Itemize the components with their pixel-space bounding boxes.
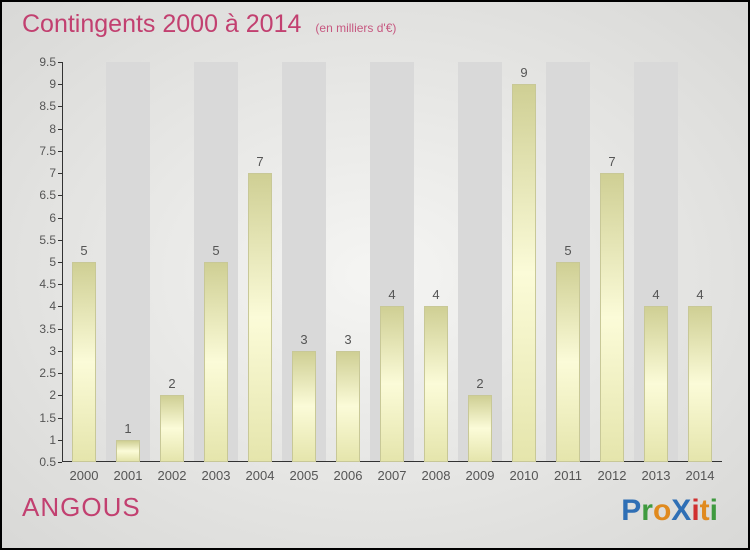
y-axis-tick-label: 1.5 [26,411,56,425]
logo-letter-x: X [671,494,691,528]
bar-value-label-2005: 3 [300,332,307,347]
y-axis-tick-label: 3 [26,344,56,358]
bar-2013[interactable]: 4 [644,306,668,462]
x-axis-label-2011: 2011 [546,462,590,483]
bar-slot-2003: 5 [194,62,238,462]
y-axis-tick-label: 3.5 [26,322,56,336]
y-axis-tick-label: 9 [26,77,56,91]
bar-slot-2007: 4 [370,62,414,462]
x-axis-label-2014: 2014 [678,462,722,483]
bar-value-label-2004: 7 [256,154,263,169]
bar-slot-2001: 1 [106,62,150,462]
x-axis-label-2006: 2006 [326,462,370,483]
bar-slot-2010: 9 [502,62,546,462]
bars-container: 5 1 2 5 7 3 3 4 4 2 9 5 7 4 4 [62,62,722,462]
bar-value-label-2006: 3 [344,332,351,347]
x-axis-label-2000: 2000 [62,462,106,483]
y-axis-tick-label: 6.5 [26,188,56,202]
bar-value-label-2000: 5 [80,243,87,258]
x-axis-label-2012: 2012 [590,462,634,483]
chart-subtitle: (en milliers d'€) [315,21,396,35]
chart-header: Contingents 2000 à 2014 (en milliers d'€… [22,10,396,39]
bar-2007[interactable]: 4 [380,306,404,462]
bar-slot-2014: 4 [678,62,722,462]
y-axis-tick-label: 1 [26,433,56,447]
bar-value-label-2001: 1 [124,421,131,436]
y-axis-tick-label: 5.5 [26,233,56,247]
x-axis-label-2002: 2002 [150,462,194,483]
y-axis-tick-label: 0.5 [26,455,56,469]
bar-2004[interactable]: 7 [248,173,272,462]
bar-2003[interactable]: 5 [204,262,228,462]
bar-2002[interactable]: 2 [160,395,184,462]
x-axis-label-2001: 2001 [106,462,150,483]
bar-slot-2000: 5 [62,62,106,462]
bar-value-label-2008: 4 [432,287,439,302]
y-axis-tick-label: 9.5 [26,55,56,69]
bar-value-label-2010: 9 [520,65,527,80]
y-axis-tick-label: 2 [26,388,56,402]
bar-value-label-2002: 2 [168,376,175,391]
bar-slot-2013: 4 [634,62,678,462]
bar-slot-2008: 4 [414,62,458,462]
x-axis-label-2008: 2008 [414,462,458,483]
bar-slot-2002: 2 [150,62,194,462]
bar-value-label-2007: 4 [388,287,395,302]
x-axis-label-2009: 2009 [458,462,502,483]
x-axis-labels: 2000 2001 2002 2003 2004 2005 2006 2007 2008 2009… [62,462,722,483]
bar-2009[interactable]: 2 [468,395,492,462]
x-axis-label-2013: 2013 [634,462,678,483]
y-axis-tick-label: 8 [26,122,56,136]
x-axis-label-2004: 2004 [238,462,282,483]
y-axis-tick-label: 8.5 [26,99,56,113]
bar-slot-2011: 5 [546,62,590,462]
chart-window: Contingents 2000 à 2014 (en milliers d'€… [0,0,750,550]
bar-2006[interactable]: 3 [336,351,360,462]
y-axis-tick-label: 7 [26,166,56,180]
bar-value-label-2009: 2 [476,376,483,391]
x-axis-label-2007: 2007 [370,462,414,483]
x-axis-label-2003: 2003 [194,462,238,483]
bar-slot-2005: 3 [282,62,326,462]
chart-title: Contingents 2000 à 2014 [22,10,301,39]
logo-letter-p: P [621,494,641,528]
bar-value-label-2011: 5 [564,243,571,258]
bar-2000[interactable]: 5 [72,262,96,462]
bar-2010[interactable]: 9 [512,84,536,462]
x-axis-label-2010: 2010 [502,462,546,483]
y-axis-tick-label: 4.5 [26,277,56,291]
y-axis-tick-label: 7.5 [26,144,56,158]
bar-value-label-2014: 4 [696,287,703,302]
y-axis-tick-label: 2.5 [26,366,56,380]
footer-left-label: ANGOUS [22,492,141,523]
logo-letter-r: r [641,494,653,528]
bar-slot-2006: 3 [326,62,370,462]
bar-slot-2012: 7 [590,62,634,462]
logo-letter-i2: i [710,494,718,528]
y-axis-tick-label: 6 [26,211,56,225]
logo-letter-o: o [653,494,671,528]
bar-slot-2004: 7 [238,62,282,462]
bar-2008[interactable]: 4 [424,306,448,462]
bar-slot-2009: 2 [458,62,502,462]
bar-2012[interactable]: 7 [600,173,624,462]
logo-letter-t: t [700,494,710,528]
logo-letter-i1: i [691,494,699,528]
bar-2011[interactable]: 5 [556,262,580,462]
bar-2005[interactable]: 3 [292,351,316,462]
bar-2001[interactable]: 1 [116,440,140,462]
y-axis-tick-label: 5 [26,255,56,269]
chart-plot-area: 0.5 1 1.5 2 2.5 3 3.5 4 4.5 5 5.5 6 6.5 7 7.5 8 8.5 9 9.5 … [62,62,722,462]
proxiti-logo: P r o X i t i [621,494,718,528]
bar-value-label-2003: 5 [212,243,219,258]
bar-2014[interactable]: 4 [688,306,712,462]
x-axis-label-2005: 2005 [282,462,326,483]
bar-value-label-2012: 7 [608,154,615,169]
bar-value-label-2013: 4 [652,287,659,302]
y-axis-tick-label: 4 [26,299,56,313]
